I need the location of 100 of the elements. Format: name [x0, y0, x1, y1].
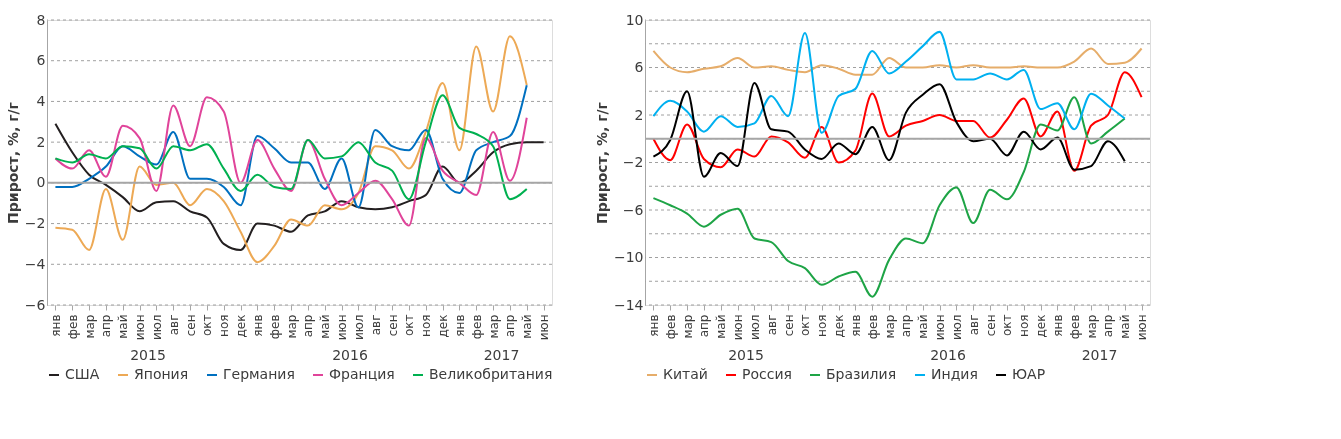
y-tick-label: 0 — [36, 174, 46, 191]
x-tick-label: май — [1118, 314, 1133, 339]
line-series — [652, 71, 1143, 172]
x-tick-label: май — [714, 314, 729, 339]
x-tick-label: мар — [284, 314, 299, 339]
x-tick-label: апр — [503, 314, 518, 338]
x-tick-label: фев — [65, 314, 80, 340]
text: 2015 — [130, 347, 166, 363]
legend-label: Китай — [663, 366, 708, 382]
x-tick-label: июн — [335, 314, 350, 341]
text: 2017 — [483, 347, 520, 363]
line-series — [652, 30, 1126, 134]
x-tick-label: сен — [781, 314, 796, 337]
x-tick-label: янв — [48, 314, 63, 337]
legend-label: Бразилия — [826, 366, 897, 382]
x-tick-label: мар — [82, 314, 97, 339]
x-tick-label: май — [318, 314, 333, 339]
y-tick-label: −10 — [613, 249, 644, 265]
legend-label: Россия — [742, 366, 792, 382]
x-tick-label: ноя — [815, 314, 830, 337]
x-tick-label: мар — [680, 314, 695, 339]
x-tick-label: фев — [1067, 314, 1082, 340]
legend-label: США — [65, 366, 100, 382]
y-tick-label: −2 — [622, 154, 644, 170]
text: 2016 — [930, 347, 966, 363]
x-tick-label: окт — [200, 314, 215, 337]
x-tick-label: янв — [1050, 314, 1065, 337]
x-tick-label: июн — [537, 314, 552, 341]
x-tick-label: окт — [1000, 314, 1015, 337]
y-tick-label: 6 — [634, 59, 644, 75]
y-tick-label: 2 — [634, 106, 644, 123]
x-tick-label: май — [116, 314, 131, 339]
x-tick-label: авг — [166, 314, 181, 336]
x-tick-label: апр — [1101, 314, 1116, 338]
y-tick-label: −2 — [24, 215, 46, 232]
x-tick-label: дек — [436, 314, 451, 338]
x-tick-label: сен — [183, 314, 198, 337]
legend-label: Великобритания — [429, 366, 553, 382]
x-tick-label: янв — [848, 314, 863, 337]
x-tick-label: апр — [697, 314, 712, 338]
x-tick-label: фев — [469, 314, 484, 340]
x-tick-label: май — [916, 314, 931, 339]
line-series — [652, 81, 1126, 178]
y-axis-title: Прирост, %, г/г — [593, 102, 610, 224]
y-tick-label: 8 — [36, 11, 46, 28]
x-tick-label: сен — [983, 314, 998, 337]
x-tick-label: янв — [452, 314, 467, 337]
x-tick-label: июл — [351, 314, 366, 341]
x-tick-label: июл — [149, 314, 164, 341]
x-tick-label: апр — [301, 314, 316, 338]
x-tick-label: сен — [385, 314, 400, 337]
x-tick-label: авг — [764, 314, 779, 336]
y-tick-label: 2 — [36, 133, 46, 150]
legend-label: Франция — [329, 366, 395, 382]
y-axis-title: Прирост, %, г/г — [4, 102, 21, 224]
x-tick-label: мар — [486, 314, 501, 339]
line-series — [652, 96, 1126, 298]
x-tick-label: фев — [267, 314, 282, 340]
x-tick-label: ноя — [419, 314, 434, 337]
legend-label: Германия — [223, 366, 295, 382]
x-tick-label: мар — [1084, 314, 1099, 339]
line-series — [54, 96, 528, 227]
x-tick-label: июн — [933, 314, 948, 341]
x-tick-label: июн — [731, 314, 746, 341]
x-tick-label: июн — [1135, 314, 1150, 341]
x-tick-label: дек — [1034, 314, 1049, 338]
x-tick-label: авг — [368, 314, 383, 336]
x-tick-label: дек — [234, 314, 249, 338]
x-tick-label: окт — [402, 314, 417, 337]
x-tick-label: мар — [882, 314, 897, 339]
y-tick-label: −4 — [24, 255, 46, 272]
y-tick-label: 10 — [625, 11, 644, 28]
x-tick-label: июл — [747, 314, 762, 341]
x-tick-label: окт — [798, 314, 813, 337]
legend-label: Япония — [134, 366, 189, 382]
line-series — [54, 122, 545, 252]
x-tick-label: фев — [663, 314, 678, 340]
x-tick-label: янв — [250, 314, 265, 337]
x-tick-label: апр — [899, 314, 914, 338]
y-tick-label: −6 — [622, 201, 644, 218]
x-tick-label: июл — [949, 314, 964, 341]
x-tick-label: янв — [646, 314, 661, 337]
line-series — [54, 35, 528, 264]
text: 2016 — [332, 347, 368, 363]
x-tick-label: июн — [133, 314, 148, 341]
x-tick-label: ноя — [1017, 314, 1032, 337]
x-tick-label: ноя — [217, 314, 232, 337]
legend-label: Индия — [931, 366, 978, 382]
line-series — [652, 47, 1143, 76]
x-tick-label: май — [520, 314, 535, 339]
y-tick-label: −6 — [24, 296, 46, 313]
x-tick-label: апр — [99, 314, 114, 338]
x-tick-label: фев — [865, 314, 880, 340]
x-tick-label: дек — [832, 314, 847, 338]
x-tick-label: авг — [966, 314, 981, 336]
y-tick-label: 6 — [36, 52, 46, 69]
legend-label: ЮАР — [1012, 366, 1046, 382]
text: 2017 — [1081, 347, 1118, 363]
y-tick-label: 4 — [36, 92, 46, 109]
text: 2015 — [728, 347, 764, 363]
